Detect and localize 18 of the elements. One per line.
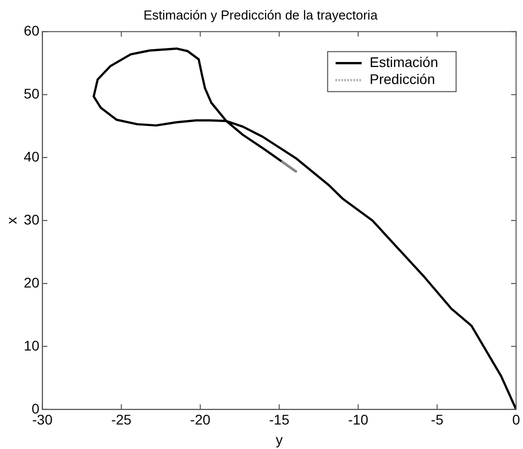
- y-tick-label: 60: [24, 22, 40, 38]
- x-tick-label: -25: [111, 412, 132, 428]
- x-tick-label: -20: [190, 412, 211, 428]
- y-tick-label: 20: [24, 274, 40, 290]
- y-tick-label: 40: [24, 148, 40, 164]
- chart-title: Estimación y Predicción de la trayectoria: [143, 7, 378, 22]
- y-axis-title: x: [3, 217, 20, 224]
- x-axis-title: y: [276, 431, 283, 448]
- x-tick-label: -15: [269, 412, 290, 428]
- y-tick-label: 0: [32, 400, 40, 416]
- legend-label: Predicción: [370, 70, 436, 87]
- x-tick-label: 0: [512, 412, 520, 428]
- y-tick-label: 30: [24, 211, 40, 228]
- legend-label: Estimación: [370, 54, 438, 70]
- x-tick-label: -10: [348, 412, 369, 428]
- y-tick-label: 50: [24, 85, 40, 102]
- y-tick-label: 10: [24, 337, 40, 354]
- x-tick-label: -5: [430, 412, 444, 428]
